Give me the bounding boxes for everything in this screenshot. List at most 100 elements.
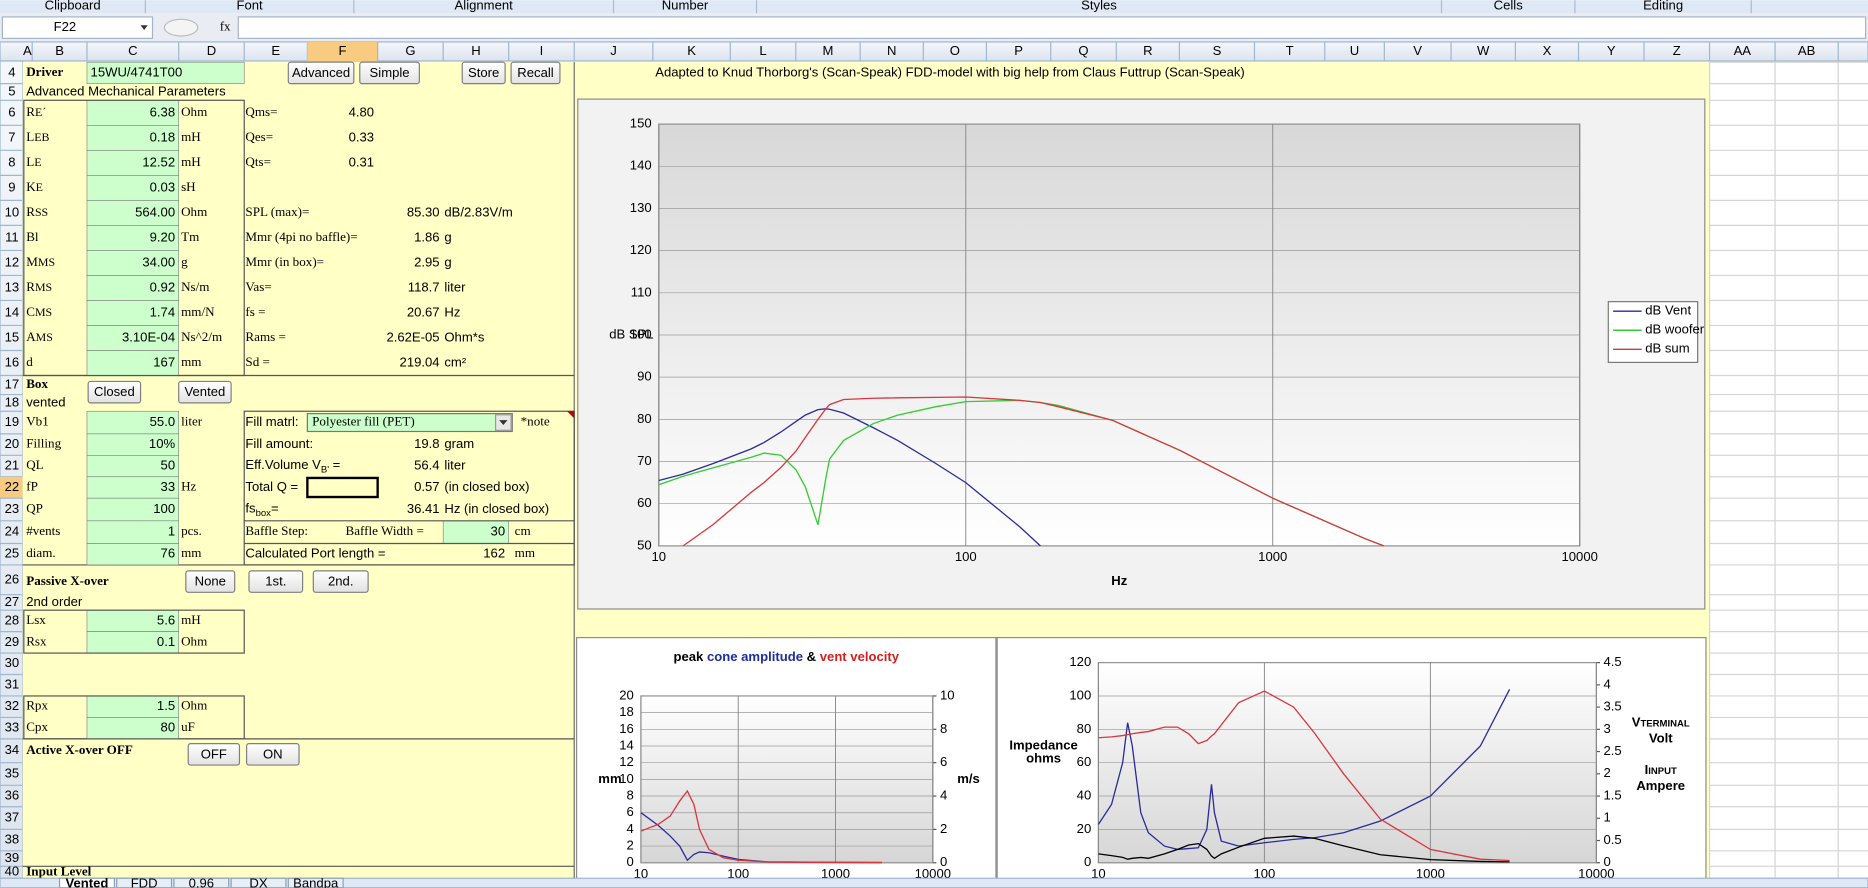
cell-text: 50 <box>161 457 176 472</box>
sheet-tab-label[interactable]: DX <box>249 876 267 888</box>
row-header: 25 <box>5 546 20 561</box>
y-tick-label: 110 <box>631 284 652 299</box>
row-header: 22 <box>5 479 20 494</box>
cell-text: Lsx <box>26 612 46 627</box>
text-span: peak <box>673 649 704 664</box>
selected-cell <box>306 476 379 499</box>
x-tick-label: 10000 <box>1578 866 1614 881</box>
column-header: M <box>823 43 834 58</box>
button[interactable] <box>312 570 369 593</box>
button-label[interactable]: 2nd. <box>328 574 353 589</box>
y-tick-label: 150 <box>630 116 652 131</box>
text-span: Bl <box>26 229 39 244</box>
cell-text: Ns^2/m <box>181 329 222 344</box>
input-cell <box>86 300 179 326</box>
cell-text: Rams = <box>245 329 285 344</box>
cell-text: 0.33 <box>349 129 374 144</box>
button[interactable] <box>187 743 241 766</box>
button[interactable] <box>461 61 506 85</box>
sheet-tab-label[interactable]: 0.96 <box>189 876 214 888</box>
text-span: M <box>26 254 38 269</box>
button-label[interactable]: Closed <box>94 384 135 399</box>
input-cell <box>86 325 179 351</box>
column-header: B <box>55 43 64 58</box>
cell-text: Driver <box>26 64 63 79</box>
x-tick-label: 1000 <box>1258 549 1287 564</box>
button[interactable] <box>246 743 300 766</box>
y-tick-label: 20 <box>1077 821 1092 836</box>
row-header: 26 <box>5 571 20 586</box>
cell-text: 6.38 <box>150 104 175 119</box>
dropdown[interactable] <box>306 413 513 433</box>
y2-axis-label: m/s <box>957 771 980 786</box>
button[interactable] <box>287 61 355 85</box>
cell-text: Sd = <box>245 354 270 369</box>
param-block-border <box>23 99 245 377</box>
cell-text: mm <box>181 545 201 560</box>
column-header: AB <box>1798 43 1816 58</box>
button-label[interactable]: Vented <box>185 384 226 399</box>
text-span: R <box>26 204 35 219</box>
param-symbol: LE <box>26 154 41 169</box>
cell-text: fP <box>26 478 38 493</box>
cell-text: 15WU/4741T00 <box>91 64 183 79</box>
column-header: A <box>23 43 32 58</box>
y-tick-label: 20 <box>619 687 634 702</box>
input-cell <box>86 100 179 126</box>
text-span: Eff.Volume V <box>245 457 321 472</box>
text-span: I <box>1645 762 1649 777</box>
cell-text: Fill amount: <box>245 436 313 451</box>
sheet-tab-label[interactable]: FDD <box>131 876 158 888</box>
button[interactable] <box>248 570 304 593</box>
cell-text: Baffle Step: <box>245 523 308 538</box>
button-label[interactable]: Advanced <box>292 65 350 80</box>
row-header: 36 <box>5 787 20 802</box>
y-tick-label: 60 <box>637 495 652 510</box>
column-header: AA <box>1734 43 1752 58</box>
ribbon-group-label: Alignment <box>455 0 514 13</box>
button[interactable] <box>185 570 236 593</box>
cell-text: QL <box>26 457 43 472</box>
button-label[interactable]: 1st. <box>265 574 286 589</box>
column-header: K <box>687 43 696 58</box>
sheet-tab-label[interactable]: Vented <box>65 876 108 888</box>
input-cell <box>86 125 179 151</box>
cell-text: g <box>181 254 188 269</box>
cell-text: 33 <box>161 479 176 494</box>
button[interactable] <box>178 380 232 404</box>
button-label[interactable]: Store <box>468 65 499 80</box>
x-tick-label: 100 <box>727 866 749 881</box>
x-tick-label: 10 <box>634 866 649 881</box>
ribbon-group-label: Number <box>662 0 709 13</box>
button-label[interactable]: Recall <box>517 65 553 80</box>
y-tick-label: 120 <box>630 242 652 257</box>
cell-text: sH <box>181 179 196 194</box>
cell-text: (in closed box) <box>444 479 529 494</box>
x-tick-label: 10000 <box>915 866 951 881</box>
button[interactable] <box>510 61 561 85</box>
button[interactable] <box>87 380 142 404</box>
legend-label: dB woofer <box>1645 322 1705 337</box>
y-tick-label: 90 <box>637 369 652 384</box>
sheet-tab-label[interactable]: Bandpa <box>293 876 339 888</box>
button-label[interactable]: OFF <box>201 746 227 761</box>
label-with-subscript: fsbox= <box>245 501 278 519</box>
y2-axis-label: IINPUT <box>1645 762 1677 777</box>
series-line <box>1097 688 1511 851</box>
column-header: U <box>1350 43 1359 58</box>
button[interactable] <box>359 61 420 85</box>
button-label[interactable]: Simple <box>370 65 410 80</box>
button-label[interactable]: ON <box>263 746 283 761</box>
row-header: 16 <box>5 354 20 369</box>
cell-text: 0.03 <box>150 179 175 194</box>
cell-text: 20.67 <box>407 304 440 319</box>
input-cell <box>86 520 179 544</box>
cell-text: vented <box>26 394 65 409</box>
column-header-strip <box>0 41 1868 62</box>
cell-text: 162 <box>483 546 505 561</box>
button-label[interactable]: None <box>195 574 226 589</box>
y2-tick-label: 0 <box>940 854 947 869</box>
text-span: B' <box>321 464 329 475</box>
param-symbol: RSS <box>26 204 48 219</box>
